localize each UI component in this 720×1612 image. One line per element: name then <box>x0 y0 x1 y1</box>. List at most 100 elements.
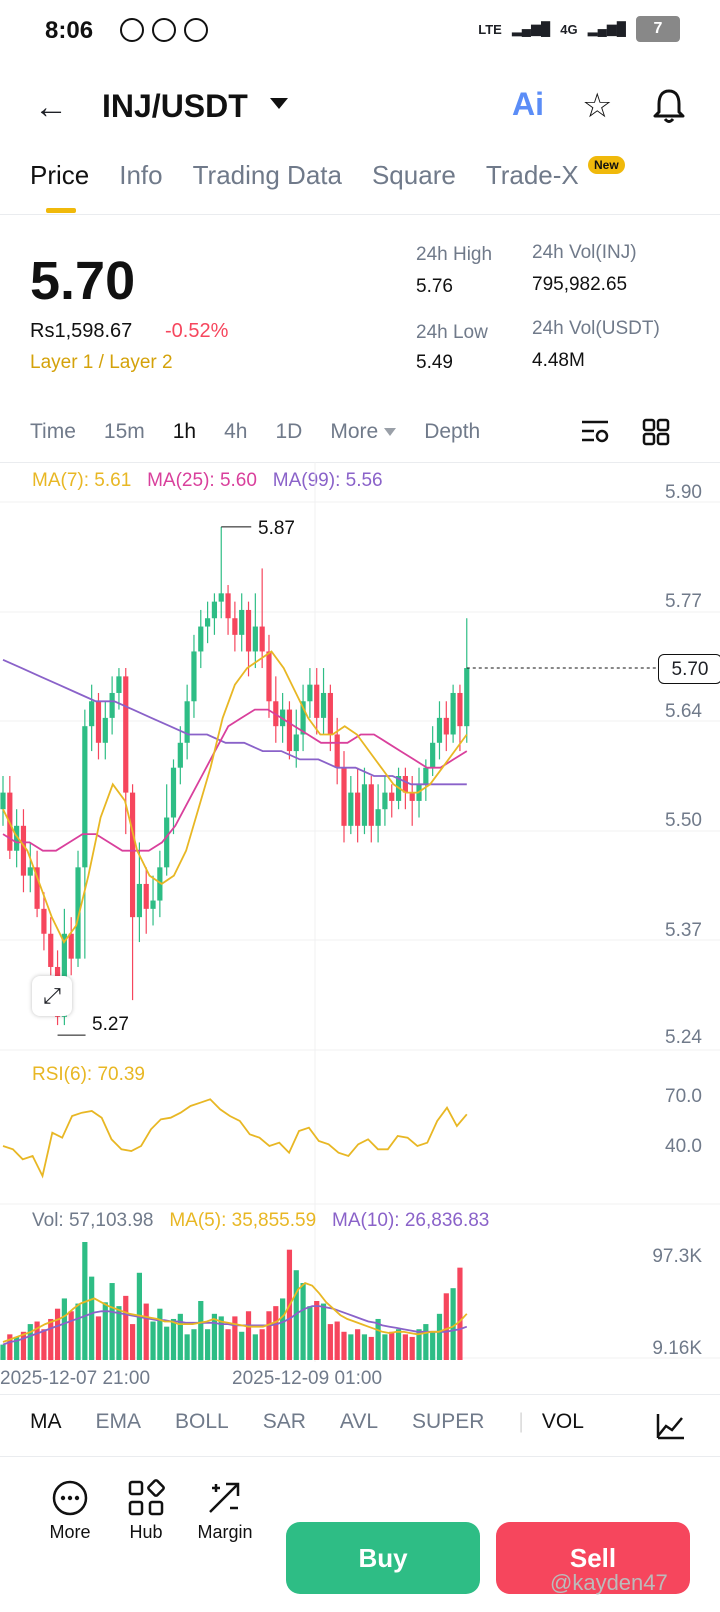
vol-legend: Vol: 57,103.98 MA(5): 35,855.59 MA(10): … <box>32 1210 489 1232</box>
timeframe-4h[interactable]: 4h <box>224 420 248 443</box>
volume-bar <box>164 1326 170 1360</box>
candle-body <box>129 792 136 918</box>
volume-bar <box>177 1313 183 1360</box>
candle-body <box>95 701 102 743</box>
price-tick-5: 5.37 <box>665 920 702 941</box>
candle-body <box>259 626 265 652</box>
vol-tick-low: 9.16K <box>652 1338 702 1359</box>
vol-ma10-label: MA(10): 26,836.83 <box>332 1210 490 1231</box>
volume-bar <box>68 1311 74 1360</box>
back-arrow-icon[interactable]: ← <box>34 88 68 126</box>
candle-body <box>307 684 313 702</box>
bell-icon[interactable] <box>652 88 686 129</box>
indicator-avl[interactable]: AVL <box>339 1410 379 1433</box>
tab-divider <box>0 214 720 215</box>
tab-price[interactable]: Price <box>30 160 90 190</box>
volume-bar <box>443 1293 449 1360</box>
candle-body <box>314 684 320 718</box>
volume-bar <box>327 1324 333 1360</box>
volume-bar <box>48 1318 54 1360</box>
rsi-line <box>2 1098 468 1179</box>
expand-icon[interactable]: ⤢ <box>32 976 72 1016</box>
high-marker: 5.87 <box>258 518 295 539</box>
category-tag[interactable]: Layer 1 / Layer 2 <box>30 352 173 373</box>
indicator-divider <box>0 1394 720 1395</box>
timeframe-1h[interactable]: 1h <box>172 420 197 443</box>
vol-base-label: 24h Vol(INJ) <box>532 242 637 263</box>
grid-layout-icon[interactable] <box>642 418 670 451</box>
vol-label: Vol: 57,103.98 <box>32 1210 154 1231</box>
volume-bar <box>129 1324 136 1360</box>
volume-bar <box>116 1306 122 1360</box>
timeframe-15m[interactable]: 15m <box>103 420 145 443</box>
volume-bar <box>170 1318 177 1360</box>
volume-bar <box>0 1344 6 1360</box>
pair-title[interactable]: INJ/USDT <box>102 88 248 124</box>
more-label[interactable]: More <box>49 1522 91 1542</box>
hub-label[interactable]: Hub <box>129 1522 163 1542</box>
status-bar: 8:06 LTE ▂▄▆█ 4G ▂▄▆█ 7 <box>0 0 720 64</box>
volume-bar <box>143 1303 149 1360</box>
timeframe-more[interactable]: More <box>330 420 397 444</box>
indicator-vol[interactable]: VOL <box>541 1410 584 1433</box>
candle-body <box>293 734 299 752</box>
volume-bar <box>430 1331 436 1360</box>
margin-label[interactable]: Margin <box>197 1522 253 1542</box>
volume-bar <box>395 1329 402 1360</box>
candle-body <box>423 767 429 785</box>
indicator-ema[interactable]: EMA <box>95 1410 142 1433</box>
app-icon <box>184 18 208 42</box>
ma99-label: MA(99): 5.56 <box>272 470 383 491</box>
indicator-settings-icon[interactable] <box>656 1412 686 1445</box>
candle-body <box>177 742 183 768</box>
tab-trade-x[interactable]: Trade-X <box>485 160 579 190</box>
volume-bar <box>27 1324 33 1360</box>
more-nav[interactable] <box>48 1478 92 1523</box>
indicator-ma[interactable]: MA <box>30 1410 62 1433</box>
volume-bar <box>123 1295 129 1360</box>
candle-body <box>232 618 238 635</box>
indicator-super[interactable]: SUPER <box>412 1410 485 1433</box>
ai-icon[interactable]: Ai <box>512 86 544 122</box>
volume-bar <box>259 1329 265 1360</box>
candle-body <box>205 618 211 627</box>
indicator-sar[interactable]: SAR <box>262 1410 306 1433</box>
last-price-tag: 5.70 <box>658 654 720 684</box>
watermark: @kayden47 <box>550 1570 668 1595</box>
chart-settings-icon[interactable] <box>580 418 610 451</box>
tab-trading-data[interactable]: Trading Data <box>192 160 342 190</box>
sell-button[interactable]: Sell <box>496 1522 690 1594</box>
volume-bar <box>184 1334 190 1360</box>
candle-body <box>150 900 156 909</box>
tab-bar: Price Info Trading Data Square Trade-X <box>30 160 579 191</box>
candle-body <box>82 726 88 868</box>
volume-bar <box>245 1311 252 1360</box>
buy-button[interactable]: Buy <box>286 1522 480 1594</box>
star-icon[interactable]: ☆ <box>582 87 613 125</box>
indicator-boll[interactable]: BOLL <box>175 1410 229 1433</box>
depth-tab[interactable]: Depth <box>424 420 481 443</box>
candle-body <box>436 717 443 743</box>
candle-body <box>164 817 170 868</box>
volume-bar <box>382 1334 388 1360</box>
candle-body <box>450 692 456 735</box>
chevron-down-icon[interactable] <box>270 98 288 109</box>
timeframe-time[interactable]: Time <box>30 420 76 443</box>
volume-bar <box>436 1313 443 1360</box>
candle-body <box>300 701 306 735</box>
price-chart[interactable] <box>0 462 720 1392</box>
timeframe-1d[interactable]: 1D <box>275 420 303 443</box>
volume-bar <box>102 1302 108 1360</box>
candle-body <box>327 692 333 735</box>
candle-body <box>218 593 224 602</box>
hub-icon[interactable] <box>126 1478 166 1523</box>
volume-bar <box>416 1329 422 1360</box>
signal-icon-2: ▂▄▆█ <box>587 21 626 36</box>
margin-icon[interactable] <box>204 1478 244 1523</box>
candle-body <box>375 809 381 826</box>
tab-info[interactable]: Info <box>119 160 163 190</box>
volume-bar <box>334 1321 340 1360</box>
tab-square[interactable]: Square <box>371 160 456 190</box>
candle-body <box>286 709 293 752</box>
caret-down-icon <box>384 428 397 437</box>
